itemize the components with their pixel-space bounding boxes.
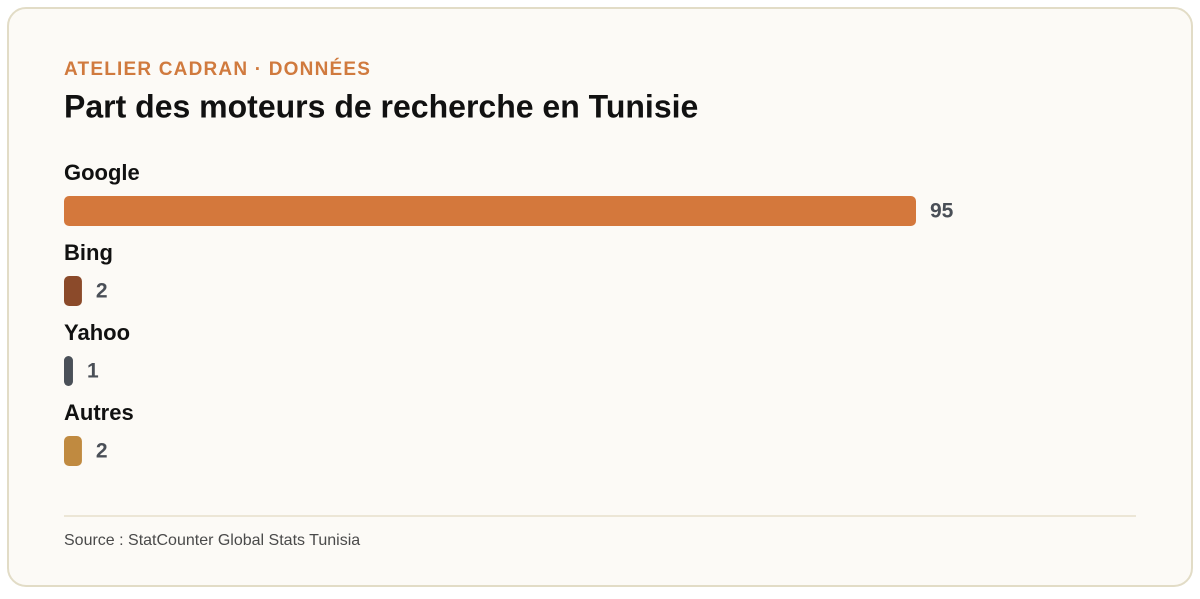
bar: [64, 356, 73, 386]
value-label: 2: [96, 440, 108, 463]
category-label: Bing: [64, 240, 113, 265]
category-label: Autres: [64, 400, 134, 425]
chart-title: Part des moteurs de recherche en Tunisie: [64, 88, 698, 124]
bar: [64, 276, 82, 306]
card: [7, 7, 1193, 587]
value-label: 95: [930, 200, 954, 223]
value-label: 1: [87, 360, 99, 383]
category-label: Yahoo: [64, 320, 130, 345]
bar: [64, 436, 82, 466]
category-label: Google: [64, 160, 140, 185]
kicker: ATELIER CADRAN · DONNÉES: [64, 58, 371, 80]
value-label: 2: [96, 280, 108, 303]
source: Source : StatCounter Global Stats Tunisi…: [64, 532, 360, 549]
bar: [64, 196, 916, 226]
